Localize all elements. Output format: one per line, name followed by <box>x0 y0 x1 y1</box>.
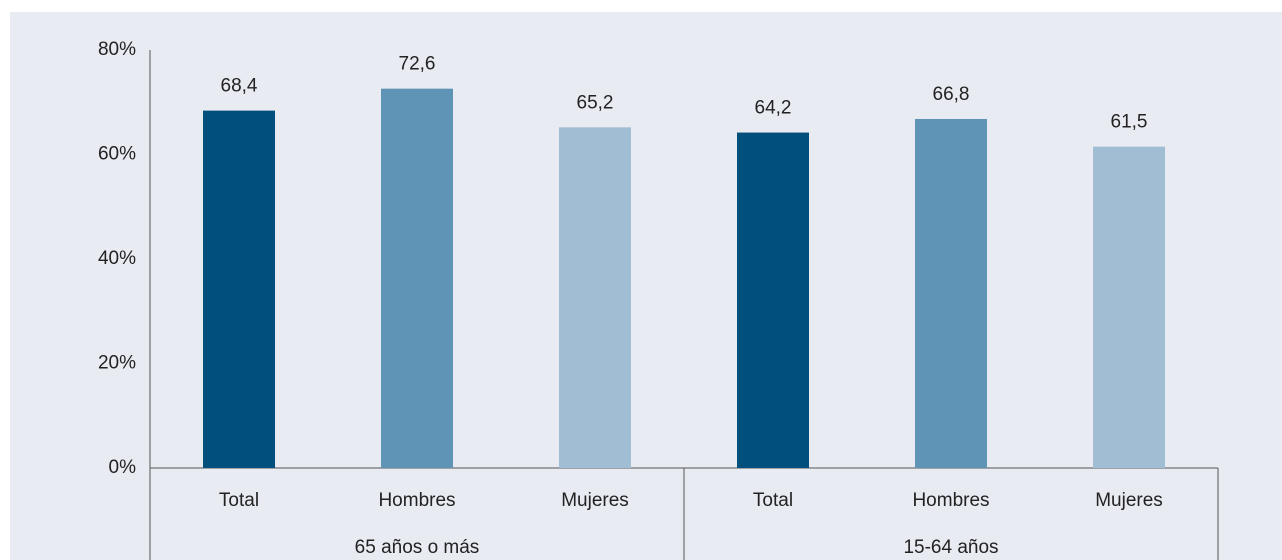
bar <box>559 127 631 468</box>
x-tick-label: Hombres <box>378 490 455 511</box>
y-tick-label: 40% <box>98 248 136 269</box>
x-tick-label: Hombres <box>912 490 989 511</box>
data-label: 72,6 <box>399 54 436 75</box>
bar <box>381 88 453 468</box>
group-label: 65 años o más <box>355 537 480 558</box>
y-tick-label: 60% <box>98 144 136 165</box>
y-tick-label: 0% <box>109 457 137 478</box>
chart-background <box>10 12 1282 560</box>
bar <box>737 132 809 468</box>
bar <box>1093 146 1165 468</box>
data-label: 64,2 <box>755 98 792 119</box>
x-tick-label: Mujeres <box>561 490 629 511</box>
data-label: 61,5 <box>1111 112 1148 133</box>
y-tick-label: 20% <box>98 353 136 374</box>
x-tick-label: Mujeres <box>1095 490 1163 511</box>
x-tick-label: Total <box>219 490 259 511</box>
data-label: 68,4 <box>221 76 258 97</box>
bar <box>203 110 275 469</box>
data-label: 66,8 <box>933 84 970 105</box>
group-label: 15-64 años <box>903 537 998 558</box>
x-tick-label: Total <box>753 490 793 511</box>
bar <box>915 118 987 468</box>
y-tick-label: 80% <box>98 39 136 60</box>
data-label: 65,2 <box>577 92 614 113</box>
